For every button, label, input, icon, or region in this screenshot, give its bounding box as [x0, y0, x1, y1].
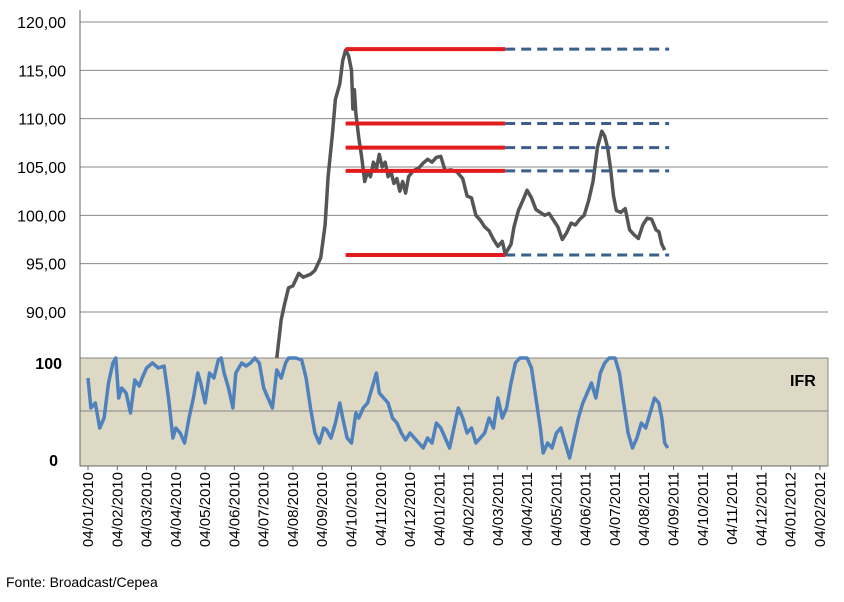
x-tick-label: 04/02/2010: [109, 472, 126, 547]
x-tick-label: 04/03/2010: [139, 472, 156, 547]
y-tick-label: 100,00: [17, 208, 66, 225]
ifr-label: IFR: [790, 373, 816, 390]
top-gridlines: [80, 21, 828, 313]
ifr-panel-background: [79, 357, 829, 467]
x-tick-label: 04/01/2011: [431, 472, 448, 546]
ifr-tick-100: 100: [35, 356, 62, 373]
ifr-line: [86, 356, 670, 460]
x-tick-label: 04/02/2011: [461, 472, 478, 546]
x-tick-label: 04/06/2011: [578, 472, 595, 546]
x-tick-label: 04/12/2010: [402, 472, 419, 547]
price-line: [275, 48, 667, 359]
x-tick-label: 04/05/2010: [197, 472, 214, 547]
ifr-series: [86, 356, 670, 460]
x-tick-label: 04/08/2011: [636, 472, 653, 546]
y-tick-label: 90,00: [26, 305, 66, 322]
x-tick-label: 04/07/2010: [256, 472, 273, 547]
y-tick-label: 105,00: [17, 160, 66, 177]
x-tick-label: 04/09/2010: [314, 472, 331, 547]
x-tick-label: 04/10/2011: [695, 472, 712, 546]
ifr-tick-0: 0: [49, 453, 58, 470]
x-tick-label: 04/11/2011: [724, 472, 741, 545]
y-tick-label: 120,00: [17, 15, 66, 32]
x-tick-label: 04/04/2011: [519, 472, 536, 546]
ifr-panel: [79, 357, 829, 467]
support-resistance-lines: [345, 47, 670, 257]
x-tick-label: 04/11/2010: [373, 472, 390, 546]
top-y-axis-ticks: 90,00 95,00 100,00 105,00 110,00 115,00 120,00: [17, 15, 66, 322]
source-note: Fonte: Broadcast/Cepea: [6, 574, 158, 590]
y-tick-label: 95,00: [26, 257, 66, 274]
x-tick-label: 04/02/2012: [812, 472, 829, 547]
x-tick-label: 04/05/2011: [548, 472, 565, 546]
ifr-y-axis-ticks: 100 0: [35, 356, 62, 470]
x-tick-label: 04/08/2010: [285, 472, 302, 547]
y-tick-label: 110,00: [18, 112, 66, 129]
x-tick-label: 04/04/2010: [168, 472, 185, 547]
x-tick-label: 04/01/2012: [783, 472, 800, 547]
x-tick-label: 04/01/2010: [80, 472, 97, 547]
x-axis-tick-labels: 04/01/2010 04/02/2010 04/03/2010 04/04/2010…: [80, 466, 829, 547]
x-tick-label: 04/03/2011: [490, 472, 507, 546]
x-tick-label: 04/10/2010: [343, 472, 360, 547]
x-tick-label: 04/12/2011: [753, 472, 770, 546]
ifr-label-group: IFR: [790, 373, 816, 390]
x-tick-label: 04/07/2011: [607, 472, 624, 546]
y-tick-label: 115,00: [18, 63, 66, 80]
x-tick-label: 04/09/2011: [666, 472, 683, 546]
price-series: [275, 48, 667, 359]
x-tick-label: 04/06/2010: [226, 472, 243, 547]
